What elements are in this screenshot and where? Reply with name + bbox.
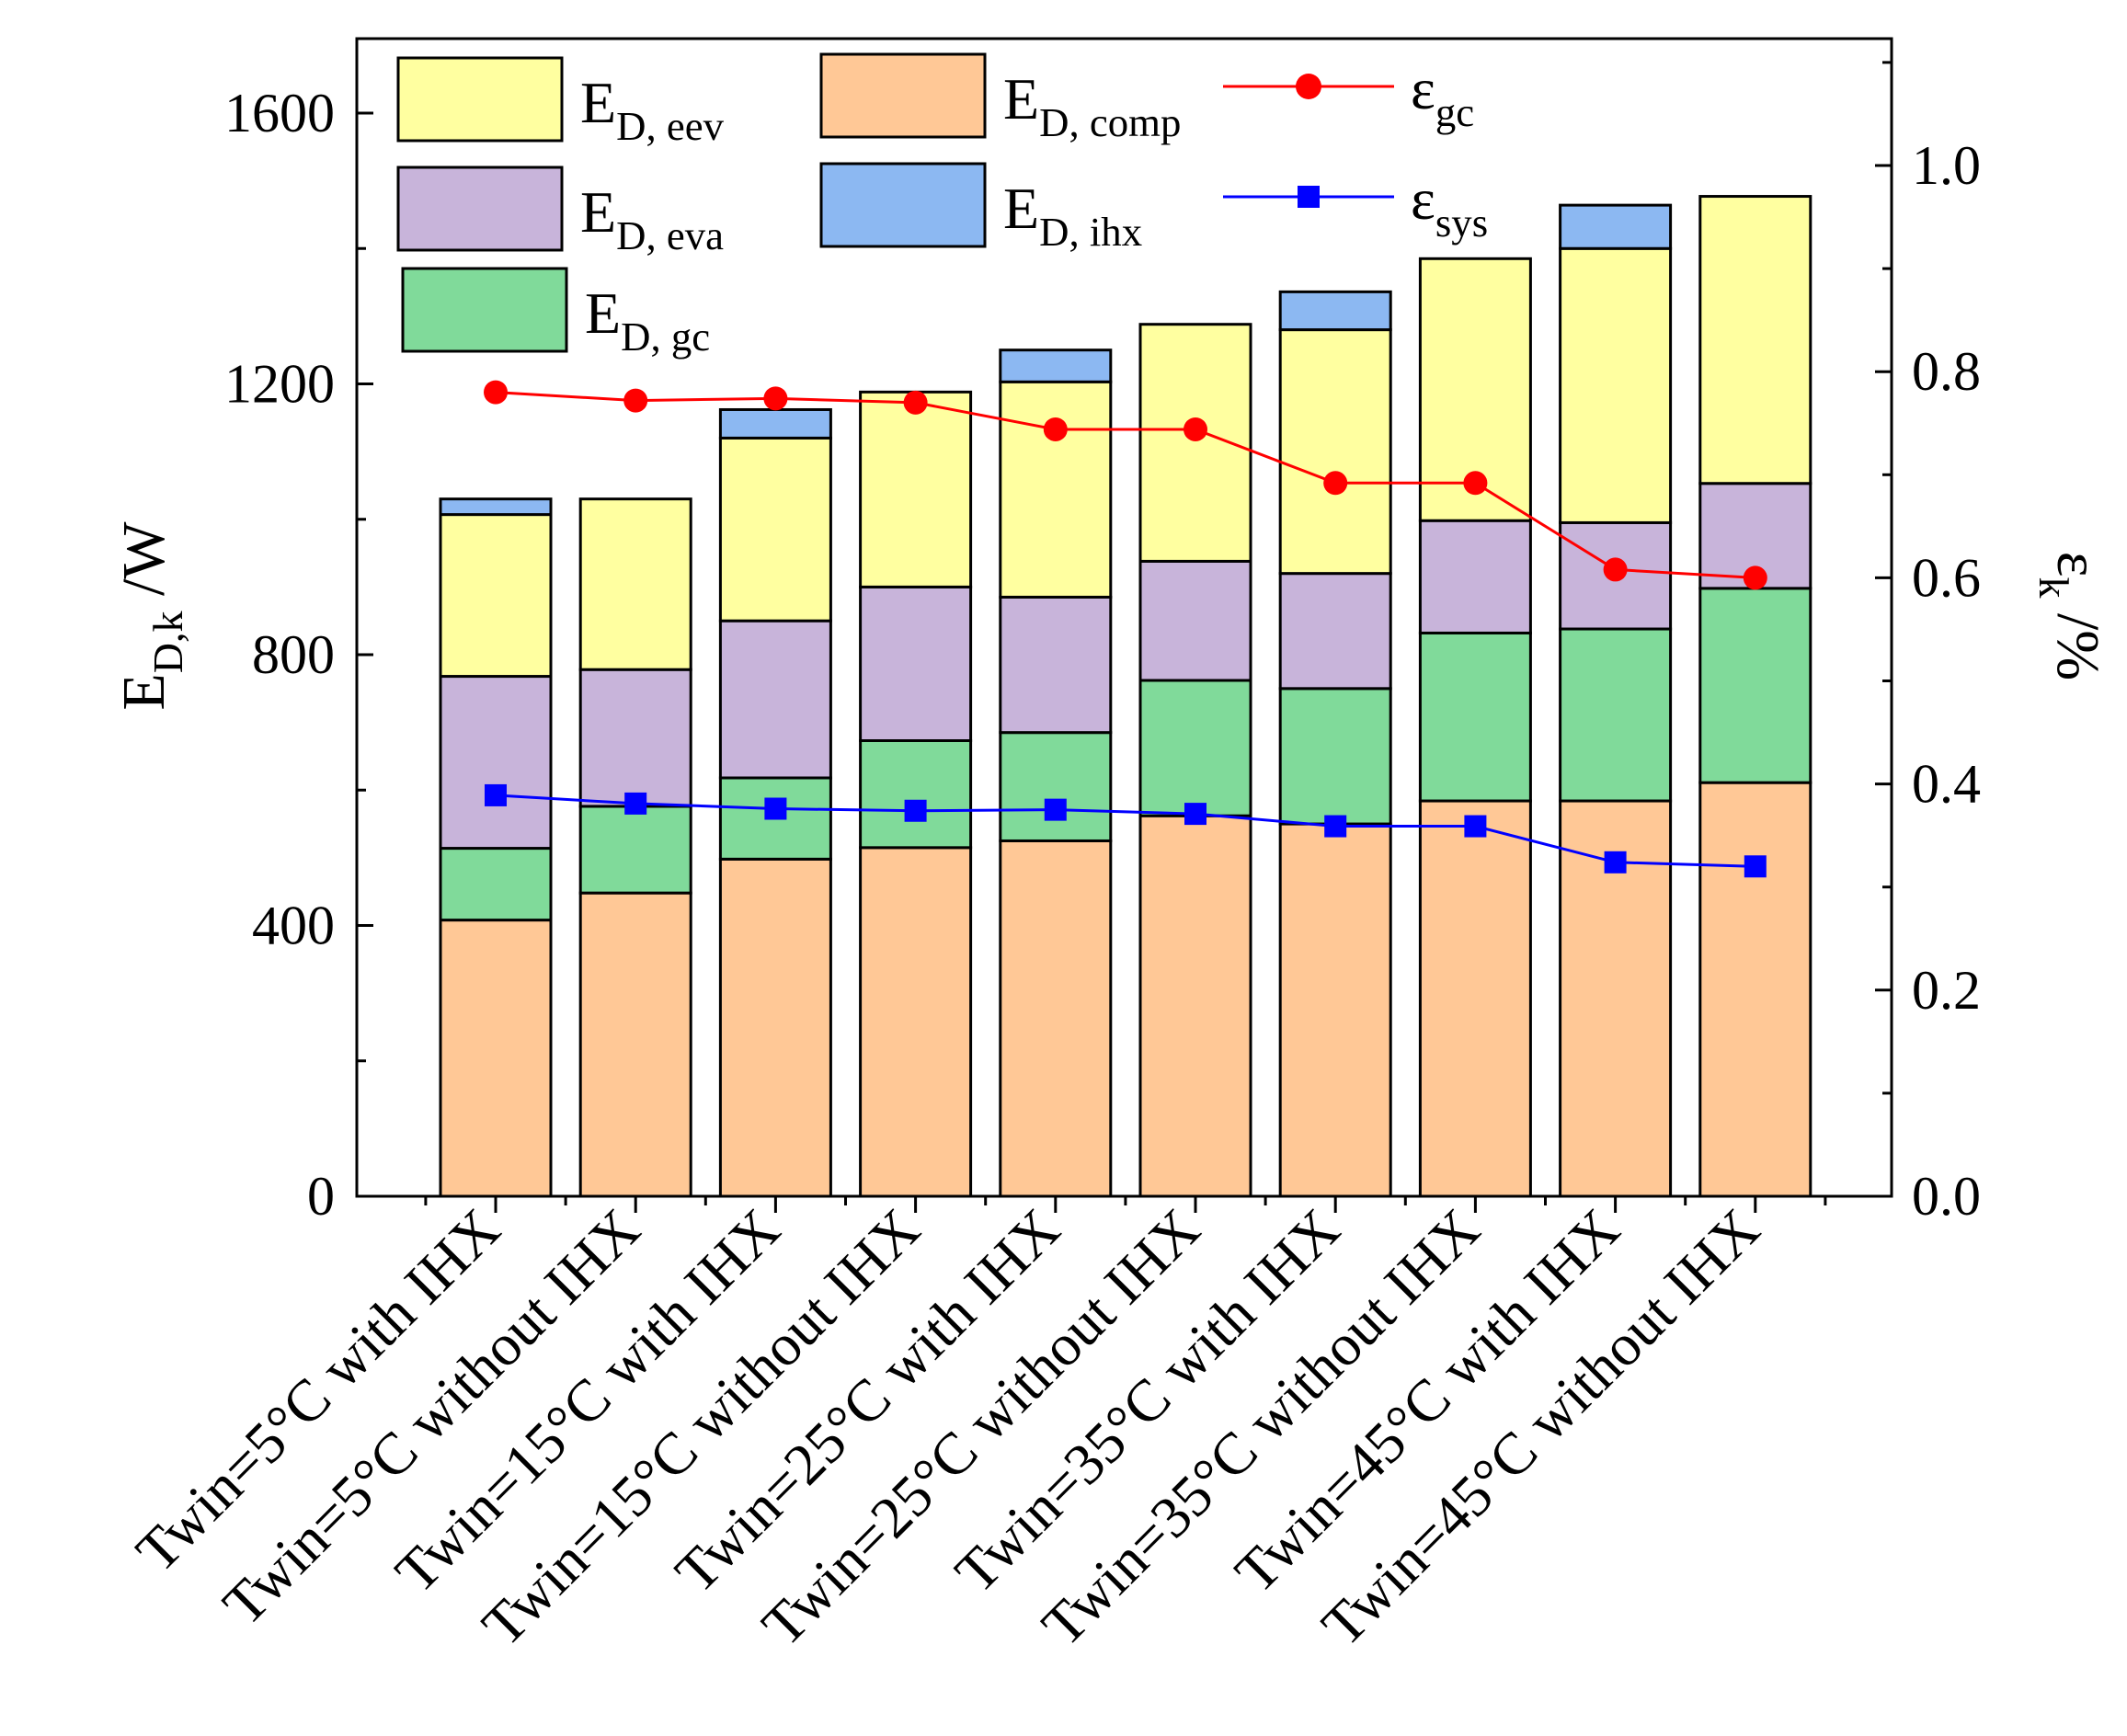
bar-segment-gc bbox=[1698, 587, 1813, 784]
axes: 0400800120016000.00.20.40.60.81.0Twin=5°… bbox=[110, 61, 2111, 1659]
marker-sys_eff bbox=[1184, 803, 1206, 826]
bar-segment-eev bbox=[718, 436, 832, 622]
legend-label-gc: ED, gc bbox=[585, 280, 710, 360]
bar-stacks bbox=[439, 195, 1813, 1198]
bar-segment-gc bbox=[999, 731, 1113, 842]
legend-swatch-eev bbox=[396, 56, 564, 143]
marker-gc_eff bbox=[623, 388, 648, 413]
marker-sys_eff bbox=[1604, 851, 1627, 874]
right-tick-label: 1.0 bbox=[1912, 135, 1981, 196]
bar-segment-ihx bbox=[1559, 203, 1673, 250]
bar-segment-comp bbox=[718, 857, 832, 1198]
bar-segment-eev bbox=[1559, 246, 1673, 524]
right-tick-label: 0.4 bbox=[1912, 754, 1981, 815]
bar-segment-comp bbox=[578, 891, 692, 1198]
marker-gc_eff bbox=[1043, 417, 1068, 441]
bar-segment-comp bbox=[999, 839, 1113, 1198]
line-gc_eff bbox=[495, 391, 1755, 579]
left-tick-label: 1200 bbox=[224, 354, 335, 415]
bar-segment-comp bbox=[1278, 822, 1392, 1198]
marker-gc_eff bbox=[1463, 471, 1488, 496]
bar-segment-ihx bbox=[1278, 290, 1392, 332]
marker-sys_eff bbox=[624, 792, 647, 815]
right-tick-label: 0.6 bbox=[1912, 547, 1981, 608]
marker-gc_eff bbox=[903, 390, 928, 415]
marker-sys_eff bbox=[1464, 815, 1487, 838]
bar-segment-eva bbox=[1278, 572, 1392, 691]
bar-segment-gc bbox=[1559, 627, 1673, 803]
bar-segment-gc bbox=[578, 805, 692, 895]
bar-segment-gc bbox=[439, 847, 553, 922]
bar-segment-gc bbox=[1138, 679, 1252, 817]
right-tick-label: 0.2 bbox=[1912, 960, 1981, 1021]
legend-swatch-gc bbox=[401, 267, 568, 353]
marker-sys_eff bbox=[904, 799, 927, 822]
right-tick-label: 0.0 bbox=[1912, 1166, 1981, 1227]
efficiency-lines bbox=[484, 380, 1767, 878]
marker-sys_eff bbox=[1324, 815, 1347, 838]
bar-segment-eva bbox=[859, 585, 973, 743]
bar-segment-eva bbox=[718, 619, 832, 780]
bar-segment-ihx bbox=[999, 348, 1113, 383]
marker-sys_eff bbox=[764, 797, 787, 820]
bar-segment-comp bbox=[439, 919, 553, 1198]
marker-gc_eff bbox=[763, 386, 788, 411]
bar-segment-ihx bbox=[718, 407, 832, 440]
bar-segment-gc bbox=[859, 739, 973, 850]
marker-sys_eff bbox=[1744, 855, 1767, 878]
bar-segment-gc bbox=[1418, 631, 1532, 803]
left-tick-label: 400 bbox=[252, 896, 335, 956]
bar-segment-ihx bbox=[439, 497, 553, 517]
y-left-axis-title: ED,k /W bbox=[110, 521, 191, 711]
bar-segment-eva bbox=[1138, 559, 1252, 682]
legend-label-gc_eff: εgc bbox=[1411, 56, 1474, 135]
y-right-axis-title: εk /% bbox=[2030, 552, 2111, 681]
bar-segment-eev bbox=[999, 380, 1113, 599]
bar-segment-comp bbox=[859, 846, 973, 1198]
legend: ED, eev ED, eva ED, gc ED, comp ED, ihx εgc εs… bbox=[396, 52, 1488, 360]
legend-marker-gc_eff bbox=[1296, 74, 1321, 99]
bar-segment-eva bbox=[439, 675, 553, 851]
marker-gc_eff bbox=[1323, 471, 1348, 496]
legend-label-comp: ED, comp bbox=[1003, 66, 1181, 145]
marker-gc_eff bbox=[1743, 565, 1767, 590]
line-sys_eff bbox=[495, 794, 1755, 868]
legend-label-sys_eff: εsys bbox=[1411, 166, 1488, 246]
legend-swatch-eva bbox=[396, 166, 564, 252]
bar-segment-gc bbox=[1278, 687, 1392, 826]
bar-segment-eev bbox=[439, 513, 553, 679]
bar-segment-comp bbox=[1418, 799, 1532, 1198]
bar-segment-eva bbox=[999, 595, 1113, 735]
bar-segment-eev bbox=[1278, 328, 1392, 576]
legend-swatch-comp bbox=[819, 52, 987, 139]
left-tick-label: 800 bbox=[252, 624, 335, 685]
bar-segment-eva bbox=[1418, 519, 1532, 634]
right-tick-label: 0.8 bbox=[1912, 341, 1981, 402]
marker-gc_eff bbox=[1184, 417, 1207, 441]
legend-label-ihx: ED, ihx bbox=[1003, 176, 1142, 255]
bar-segment-comp bbox=[1698, 781, 1813, 1198]
legend-swatch-ihx bbox=[819, 162, 987, 248]
legend-label-eev: ED, eev bbox=[580, 70, 725, 149]
left-tick-label: 0 bbox=[307, 1166, 335, 1227]
marker-gc_eff bbox=[484, 380, 508, 405]
marker-sys_eff bbox=[1044, 798, 1067, 821]
bar-segment-eev bbox=[1698, 195, 1813, 485]
bar-segment-eev bbox=[578, 497, 692, 671]
bar-segment-eev bbox=[859, 390, 973, 588]
bar-segment-eva bbox=[578, 668, 692, 808]
marker-sys_eff bbox=[485, 783, 507, 806]
left-tick-label: 1600 bbox=[224, 83, 335, 143]
marker-gc_eff bbox=[1603, 557, 1628, 582]
bar-segment-comp bbox=[1138, 814, 1252, 1198]
legend-marker-sys_eff bbox=[1298, 186, 1320, 208]
legend-label-eva: ED, eva bbox=[580, 179, 724, 258]
